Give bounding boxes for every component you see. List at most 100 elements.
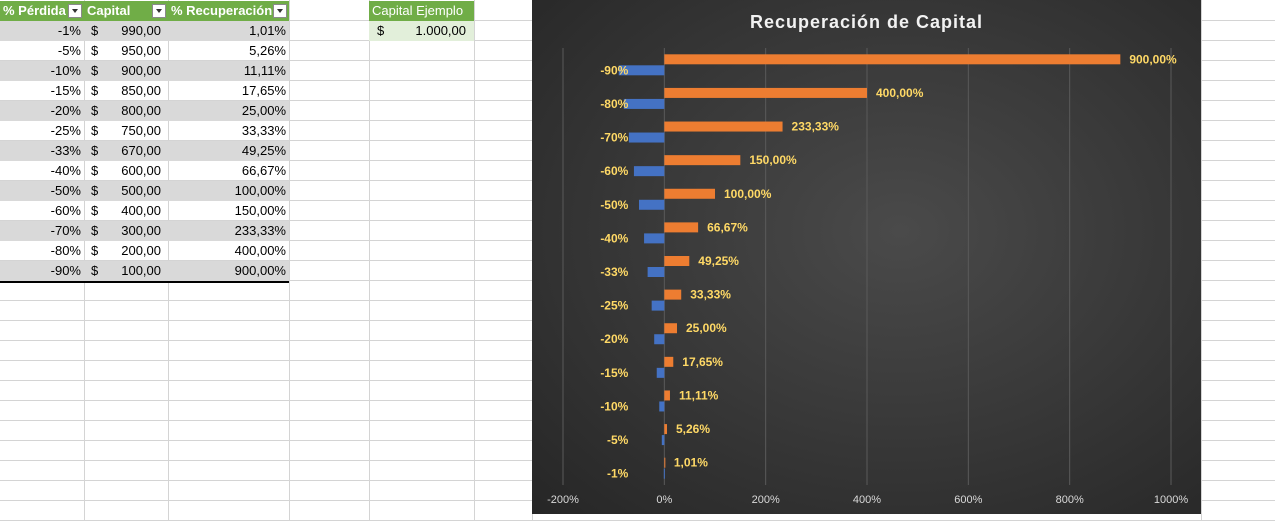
loss-cell[interactable]: -1% [0, 21, 84, 41]
loss-cell[interactable]: -25% [50, 123, 81, 138]
loss-cell[interactable]: -15% [50, 83, 81, 98]
category-label: -1% [607, 467, 629, 481]
category-label: -90% [600, 63, 628, 77]
category-label: -40% [600, 231, 628, 245]
loss-bar [659, 401, 665, 412]
header-capital-label: Capital [87, 3, 131, 18]
recovery-bar [664, 87, 867, 98]
recovery-cell[interactable]: 150,00% [234, 203, 286, 218]
loss-cell[interactable]: -60% [50, 203, 81, 218]
capital-cell[interactable]: $600,00 [84, 161, 168, 181]
data-label: 33,33% [690, 288, 731, 302]
capital-value: 670,00 [121, 143, 161, 158]
header-capital[interactable]: Capital [84, 1, 168, 21]
filter-dropdown-icon[interactable] [152, 4, 166, 18]
x-tick-label: 600% [954, 494, 982, 506]
capital-cell[interactable]: $800,00 [84, 101, 168, 121]
capital-value: 950,00 [121, 43, 161, 58]
loss-cell[interactable]: -50% [0, 181, 84, 201]
currency-symbol: $ [91, 143, 99, 158]
recovery-cell[interactable]: 66,67% [241, 163, 286, 178]
capital-value: 400,00 [121, 203, 161, 218]
loss-bar [651, 300, 665, 311]
capital-value: 100,00 [121, 263, 161, 278]
currency-symbol: $ [91, 103, 99, 118]
recovery-cell[interactable]: 400,00% [234, 243, 286, 258]
capital-cell[interactable]: $300,00 [84, 221, 168, 241]
currency-symbol: $ [91, 203, 99, 218]
recovery-cell[interactable]: 1,01% [168, 21, 289, 41]
header-loss[interactable]: % Pérdida [0, 1, 84, 21]
recovery-bar [664, 390, 670, 401]
recovery-cell[interactable]: 49,25% [168, 141, 289, 161]
data-label: 17,65% [682, 355, 723, 369]
loss-bar [628, 132, 665, 143]
currency-symbol: $ [91, 63, 99, 78]
currency-symbol: $ [91, 223, 99, 238]
loss-cell[interactable]: -70% [0, 221, 84, 241]
recovery-cell[interactable]: 233,33% [168, 221, 289, 241]
loss-bar [656, 367, 665, 378]
capital-cell[interactable]: $100,00 [84, 261, 168, 281]
category-label: -15% [600, 366, 628, 380]
loss-cell[interactable]: -90% [0, 261, 84, 281]
capital-value: 990,00 [121, 23, 161, 38]
recovery-cell[interactable]: 900,00% [168, 261, 289, 281]
recovery-bar [664, 424, 667, 435]
currency-symbol: $ [91, 163, 99, 178]
capital-value: 850,00 [121, 83, 161, 98]
data-label: 5,26% [676, 422, 710, 436]
capital-example-cell[interactable]: $ 1.000,00 [369, 21, 474, 41]
capital-cell[interactable]: $200,00 [84, 241, 168, 261]
x-tick-label: 200% [752, 494, 780, 506]
loss-bar [639, 199, 665, 210]
capital-cell[interactable]: $500,00 [84, 181, 168, 201]
capital-cell[interactable]: $750,00 [84, 121, 168, 141]
recovery-bar [664, 155, 741, 166]
capital-example-currency: $ [377, 23, 385, 38]
capital-value: 800,00 [121, 103, 161, 118]
category-label: -50% [600, 198, 628, 212]
data-label: 400,00% [876, 86, 924, 100]
currency-symbol: $ [91, 123, 99, 138]
loss-cell[interactable]: -5% [57, 43, 81, 58]
header-recovery[interactable]: % Recuperación [168, 1, 289, 21]
capital-example-header[interactable]: Capital Ejemplo [369, 1, 474, 21]
filter-dropdown-icon[interactable] [68, 4, 82, 18]
category-label: -60% [600, 164, 628, 178]
recovery-cell[interactable]: 11,11% [168, 61, 289, 81]
loss-cell[interactable]: -40% [50, 163, 81, 178]
capital-cell[interactable]: $850,00 [84, 81, 168, 101]
data-label: 233,33% [792, 120, 840, 134]
capital-cell[interactable]: $990,00 [84, 21, 168, 41]
category-label: -25% [600, 299, 628, 313]
filter-dropdown-icon[interactable] [273, 4, 287, 18]
loss-cell[interactable]: -20% [0, 101, 84, 121]
recovery-cell[interactable]: 5,26% [249, 43, 286, 58]
capital-cell[interactable]: $950,00 [84, 41, 168, 61]
capital-value: 900,00 [121, 63, 161, 78]
recovery-cell[interactable]: 17,65% [241, 83, 286, 98]
recovery-bar [664, 121, 783, 132]
capital-value: 750,00 [121, 123, 161, 138]
category-label: -5% [607, 433, 629, 447]
recovery-cell[interactable]: 25,00% [168, 101, 289, 121]
recovery-chart[interactable]: Recuperación de Capital -200% 0% 200% 400% 6… [532, 0, 1201, 514]
loss-bar [663, 468, 665, 479]
recovery-cell[interactable]: 100,00% [168, 181, 289, 201]
recovery-cell[interactable]: 33,33% [241, 123, 286, 138]
capital-cell[interactable]: $670,00 [84, 141, 168, 161]
data-label: 900,00% [1129, 52, 1177, 66]
currency-symbol: $ [91, 83, 99, 98]
loss-cell[interactable]: -80% [50, 243, 81, 258]
loss-bar [647, 267, 665, 277]
category-label: -80% [600, 97, 628, 111]
x-tick-label: 0% [656, 494, 672, 506]
recovery-bar [664, 222, 699, 233]
loss-cell[interactable]: -33% [0, 141, 84, 161]
recovery-bar [664, 457, 666, 468]
recovery-bar [664, 356, 674, 367]
loss-cell[interactable]: -10% [0, 61, 84, 81]
capital-cell[interactable]: $400,00 [84, 201, 168, 221]
capital-cell[interactable]: $900,00 [84, 61, 168, 81]
